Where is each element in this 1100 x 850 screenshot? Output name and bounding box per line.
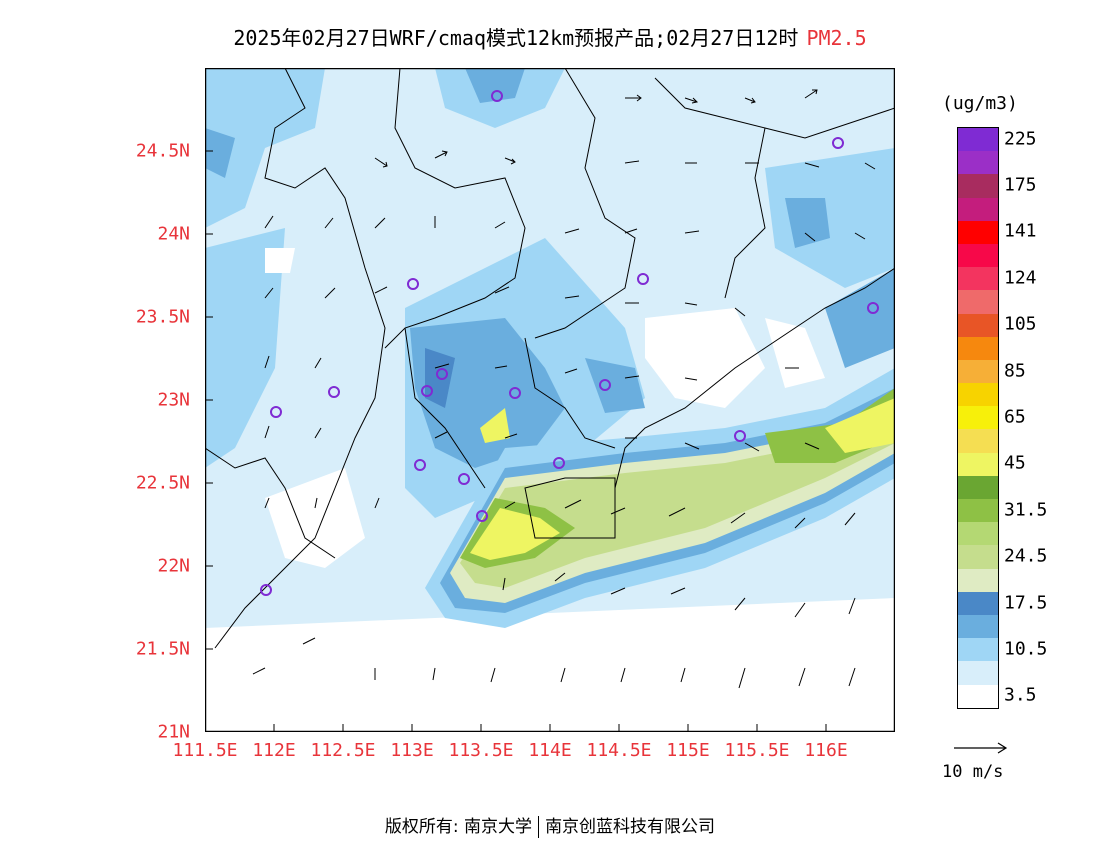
color-bar-segment bbox=[958, 383, 998, 407]
color-bar-segment bbox=[958, 220, 998, 244]
color-bar-segment bbox=[958, 522, 998, 546]
lon-label-115e: 115E bbox=[666, 740, 710, 761]
field-zone bbox=[765, 318, 825, 388]
lon-label-113-5e: 113.5E bbox=[448, 740, 514, 761]
station-markers bbox=[260, 90, 879, 596]
color-bar-segment bbox=[958, 499, 998, 523]
plume-band bbox=[480, 408, 510, 443]
title-pollutant: PM2.5 bbox=[806, 26, 867, 50]
concentration-map bbox=[205, 68, 895, 732]
color-bar-label: 124 bbox=[1004, 267, 1037, 289]
color-bar-segment bbox=[958, 614, 998, 639]
lon-label-112e: 112E bbox=[252, 740, 296, 761]
field-zone bbox=[765, 148, 895, 288]
color-bar-segment bbox=[958, 174, 998, 198]
color-bar-segment bbox=[958, 545, 998, 569]
field-zone bbox=[205, 598, 895, 732]
color-bar-segment bbox=[958, 638, 998, 662]
field-zone bbox=[205, 68, 325, 228]
color-bar-label: 45 bbox=[1004, 452, 1026, 474]
lat-label-22n: 22N bbox=[157, 555, 190, 577]
color-bar-label: 85 bbox=[1004, 360, 1026, 382]
color-bar-segment bbox=[958, 313, 998, 337]
color-bar-segment bbox=[958, 661, 998, 685]
reference-vector-arrow bbox=[954, 742, 1008, 754]
lon-label-114-5e: 114.5E bbox=[586, 740, 652, 761]
color-bar-segment bbox=[958, 197, 998, 221]
color-bar-segment bbox=[958, 475, 998, 499]
field-zone bbox=[205, 128, 235, 178]
field-zone bbox=[645, 308, 765, 408]
field-zone bbox=[465, 68, 525, 103]
field-zone bbox=[265, 248, 295, 273]
color-bar-segment bbox=[958, 359, 998, 384]
color-bar-segment bbox=[958, 568, 998, 592]
field-zone bbox=[825, 268, 895, 368]
color-bar-segment bbox=[958, 406, 998, 430]
lat-label-23-5n: 23.5N bbox=[135, 306, 190, 328]
lon-label-113e: 113E bbox=[390, 740, 434, 761]
color-bar-label: 141 bbox=[1004, 220, 1037, 242]
color-bar-segment bbox=[958, 591, 998, 615]
copyright-left: 版权所有: 南京大学 bbox=[384, 817, 533, 837]
color-bar-label: 105 bbox=[1004, 313, 1037, 335]
color-bar-label: 3.5 bbox=[1004, 684, 1037, 706]
reference-vector-label: 10 m/s bbox=[942, 762, 1004, 782]
field-zone bbox=[205, 228, 285, 468]
copyright-right: 南京创蓝科技有限公司 bbox=[545, 817, 716, 837]
lat-label-24n: 24N bbox=[157, 223, 190, 245]
color-bar-segment bbox=[958, 429, 998, 453]
axis-ticks bbox=[205, 150, 827, 732]
lon-label-114e: 114E bbox=[528, 740, 572, 761]
plume-band bbox=[825, 398, 895, 453]
lat-label-24-5n: 24.5N bbox=[135, 140, 190, 162]
map-border bbox=[205, 68, 895, 732]
lon-label-115-5e: 115.5E bbox=[724, 740, 790, 761]
color-bar bbox=[957, 127, 999, 709]
title-main: 2025年02月27日WRF/cmaq模式12km预报产品;02月27日12时 bbox=[233, 26, 799, 50]
color-bar-label: 10.5 bbox=[1004, 638, 1048, 660]
lat-label-22-5n: 22.5N bbox=[135, 472, 190, 494]
color-bar-segment bbox=[958, 290, 998, 314]
field-zone bbox=[785, 198, 830, 248]
color-bar-segment bbox=[958, 267, 998, 291]
copyright: 版权所有: 南京大学 南京创蓝科技有限公司 bbox=[0, 812, 1100, 838]
color-bar-segment bbox=[958, 151, 998, 175]
color-bar-label: 175 bbox=[1004, 174, 1037, 196]
lat-label-21n: 21N bbox=[157, 721, 190, 743]
wind-vectors bbox=[252, 89, 876, 689]
copyright-separator bbox=[538, 816, 540, 838]
color-bar-label: 225 bbox=[1004, 128, 1037, 150]
map-plot bbox=[205, 68, 895, 732]
legend-unit: (ug/m3) bbox=[942, 93, 1018, 114]
color-bar-label: 31.5 bbox=[1004, 499, 1048, 521]
lon-label-116e: 116E bbox=[804, 740, 848, 761]
field-zone bbox=[410, 318, 565, 468]
map-title: 2025年02月27日WRF/cmaq模式12km预报产品;02月27日12时 P… bbox=[0, 22, 1100, 51]
color-bar-segment bbox=[958, 684, 998, 708]
color-bar-label: 17.5 bbox=[1004, 592, 1048, 614]
color-bar-label: 24.5 bbox=[1004, 545, 1048, 567]
color-bar-segment bbox=[958, 128, 998, 152]
lon-label-112-5e: 112.5E bbox=[310, 740, 376, 761]
lat-label-21-5n: 21.5N bbox=[135, 638, 190, 660]
color-bar-segment bbox=[958, 243, 998, 268]
color-bar-label: 65 bbox=[1004, 406, 1026, 428]
field-zone bbox=[585, 358, 645, 413]
plume-band bbox=[470, 508, 560, 560]
color-bar-segment bbox=[958, 336, 998, 360]
field-zone bbox=[265, 468, 365, 568]
lon-label-111-5e: 111.5E bbox=[172, 740, 238, 761]
lat-label-23n: 23N bbox=[157, 389, 190, 411]
color-bar-segment bbox=[958, 452, 998, 476]
